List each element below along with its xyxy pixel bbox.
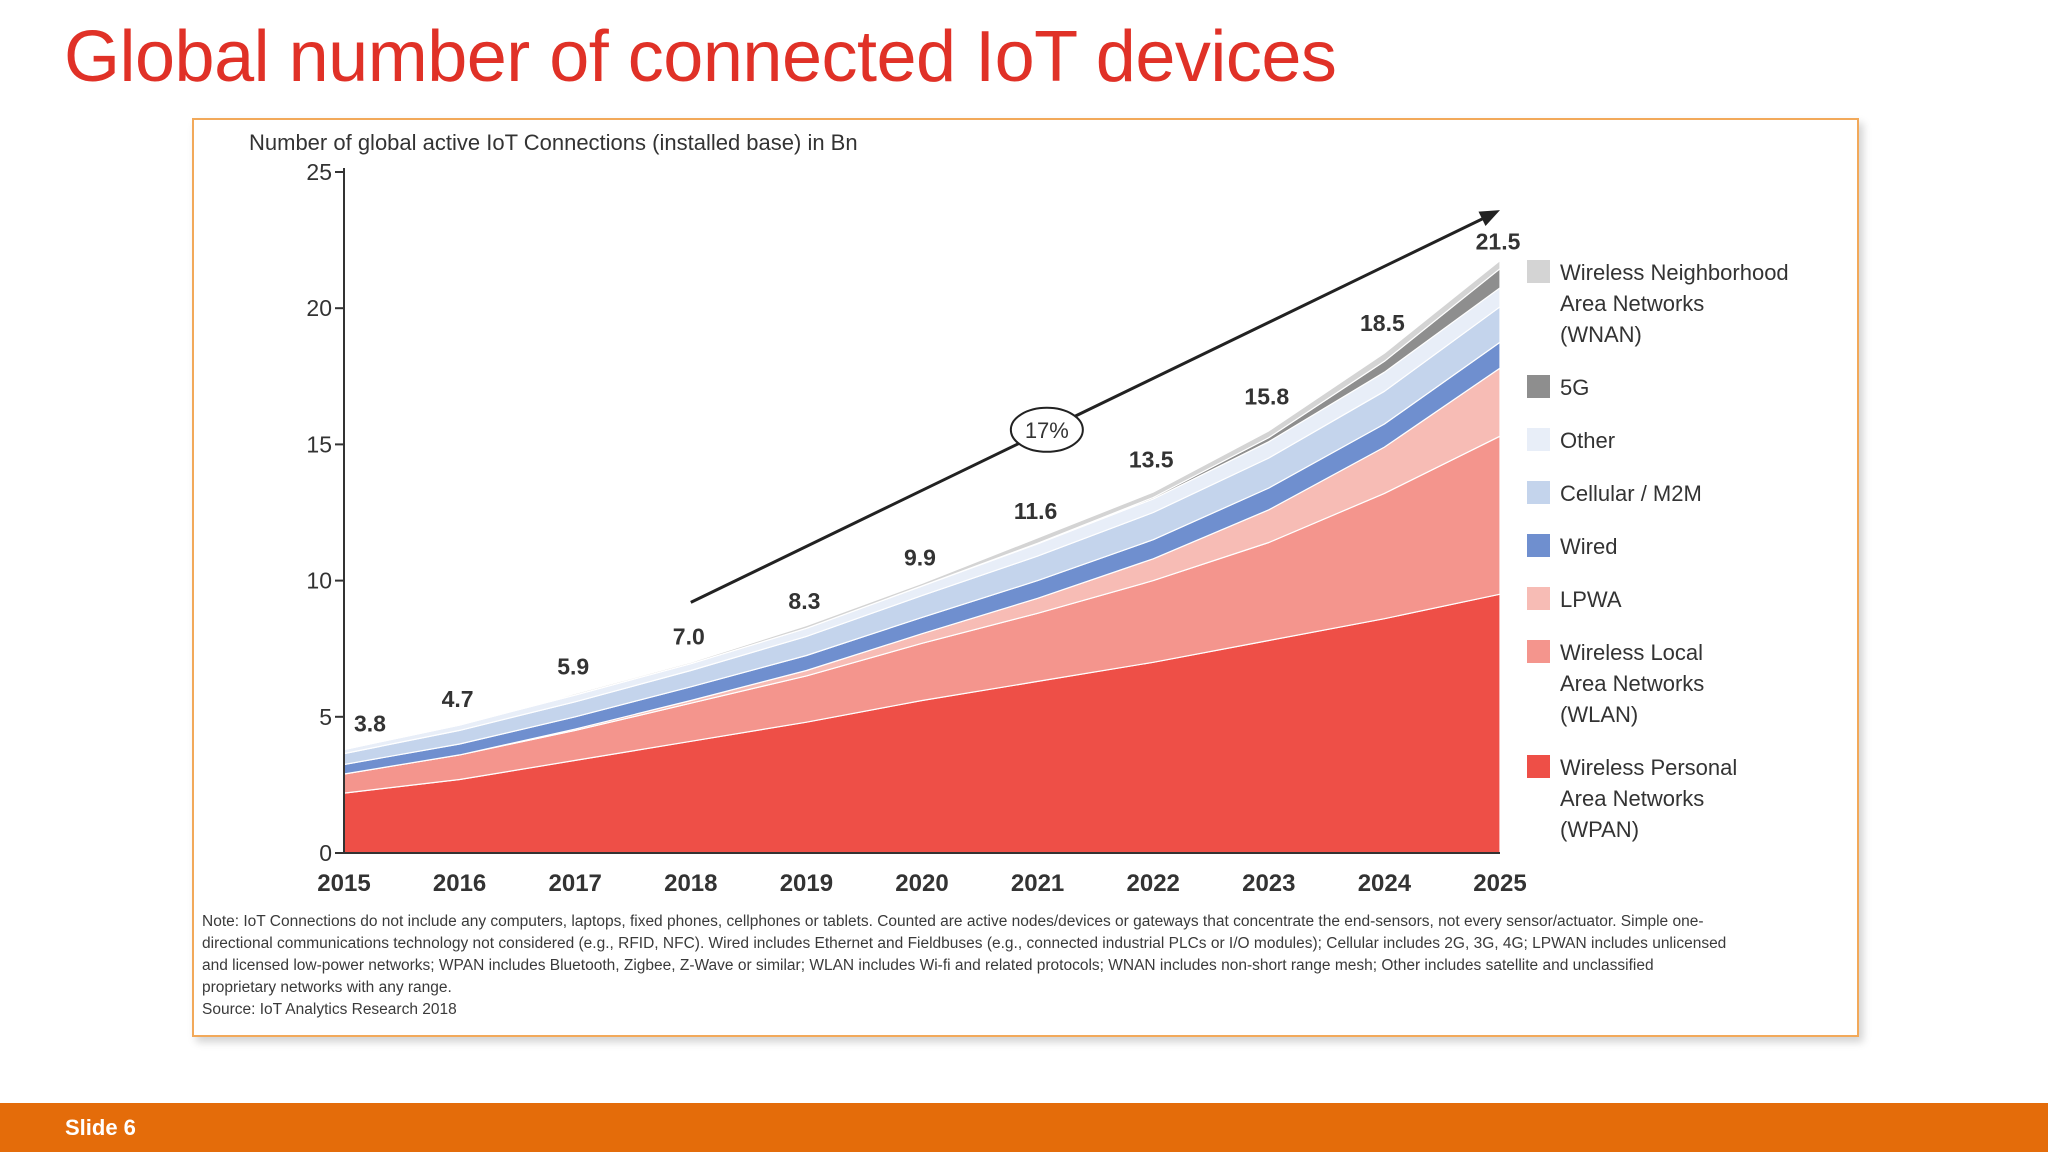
legend-label: Area Networks (1560, 291, 1704, 316)
chart-card: Number of global active IoT Connections … (192, 118, 1859, 1037)
x-tick-label: 2019 (780, 870, 833, 897)
slide-title: Global number of connected IoT devices (64, 17, 1337, 97)
note-line: and licensed low-power networks; WPAN in… (202, 957, 1654, 974)
note-line: directional communications technology no… (202, 935, 1727, 952)
x-tick-label: 2025 (1473, 870, 1526, 897)
x-tick-label: 2016 (433, 870, 486, 897)
x-tick-label: 2015 (317, 870, 370, 897)
growth-ellipse (1009, 406, 1084, 453)
note-line: proprietary networks with any range. (202, 979, 452, 996)
total-data-label: 7.0 (673, 623, 705, 649)
total-data-label: 9.9 (904, 544, 936, 570)
total-data-label: 13.5 (1129, 446, 1174, 472)
chart-note: Note: IoT Connections do not include any… (202, 911, 1852, 1021)
total-data-label: 18.5 (1360, 310, 1405, 336)
slide-number: Slide 6 (65, 1115, 136, 1140)
y-tick-label: 15 (306, 431, 332, 457)
legend-label: Area Networks (1560, 786, 1704, 811)
x-tick-label: 2022 (1127, 870, 1180, 897)
legend-swatch-6 (1527, 640, 1550, 663)
legend-label: Other (1560, 428, 1615, 453)
trend-arrow-line (690, 215, 1487, 604)
x-tick-label: 2024 (1358, 870, 1412, 897)
legend-label: Wireless Personal (1560, 755, 1737, 780)
legend-label: (WLAN) (1560, 702, 1638, 727)
legend-label: (WPAN) (1560, 817, 1639, 842)
legend-label: Area Networks (1560, 671, 1704, 696)
note-line: Note: IoT Connections do not include any… (202, 913, 1704, 930)
y-tick-label: 5 (319, 704, 332, 730)
legend-label: 5G (1560, 375, 1589, 400)
legend-swatch-1 (1527, 375, 1550, 398)
total-data-label: 4.7 (442, 686, 474, 712)
y-tick-label: 10 (306, 568, 332, 594)
legend-label: Wired (1560, 534, 1617, 559)
legend-label: LPWA (1560, 587, 1622, 612)
legend-label: Wireless Neighborhood (1560, 260, 1789, 285)
x-tick-label: 2021 (1011, 870, 1064, 897)
legend-swatch-5 (1527, 587, 1550, 610)
x-tick-label: 2020 (895, 870, 948, 897)
total-data-label: 11.6 (1014, 498, 1058, 524)
growth-rate-label: 17% (1025, 418, 1069, 443)
x-tick-label: 2023 (1242, 870, 1295, 897)
area-chart: Number of global active IoT Connections … (249, 130, 1789, 897)
x-tick-label: 2017 (549, 870, 602, 897)
total-data-label: 15.8 (1244, 384, 1289, 410)
total-data-label: 8.3 (788, 588, 820, 614)
chart-title: Number of global active IoT Connections … (249, 130, 858, 155)
legend-swatch-3 (1527, 481, 1550, 504)
y-tick-label: 20 (306, 295, 332, 321)
legend-label: Cellular / M2M (1560, 481, 1702, 506)
legend-swatch-0 (1527, 260, 1550, 283)
total-data-label: 21.5 (1476, 228, 1521, 254)
legend-swatch-7 (1527, 755, 1550, 778)
legend-swatch-2 (1527, 428, 1550, 451)
x-tick-label: 2018 (664, 870, 717, 897)
total-data-label: 5.9 (557, 653, 589, 679)
series-area-7 (343, 259, 1501, 751)
legend-label: (WNAN) (1560, 322, 1642, 347)
legend-swatch-4 (1527, 534, 1550, 557)
note-source: Source: IoT Analytics Research 2018 (202, 1001, 457, 1018)
legend-label: Wireless Local (1560, 640, 1703, 665)
y-tick-label: 25 (306, 159, 332, 185)
footer-bar: Slide 6 (0, 1103, 2048, 1152)
total-data-label: 3.8 (354, 710, 386, 736)
y-tick-label: 0 (319, 840, 332, 866)
trend-arrow-head (1478, 210, 1500, 227)
